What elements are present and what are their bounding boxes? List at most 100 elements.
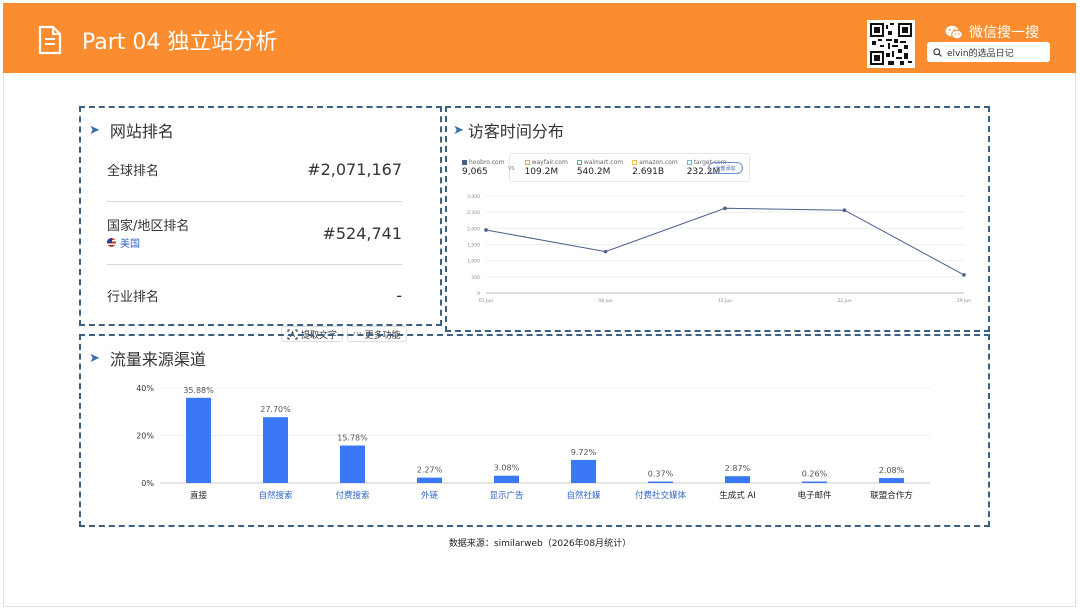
country-link[interactable]: 美国 xyxy=(107,235,140,250)
x-tick-label: 08 Jun xyxy=(598,298,612,304)
visits-title: 访客时间分布 xyxy=(467,122,564,141)
bar xyxy=(263,417,288,483)
search-input[interactable]: elvin的选品日记 xyxy=(927,42,1050,62)
data-point xyxy=(484,228,488,232)
x-tick-label: 15 Jun xyxy=(718,298,732,304)
chevron-right-icon: ➤ xyxy=(89,122,100,138)
bar-value-label: 0.26% xyxy=(802,470,828,479)
bar xyxy=(186,397,211,483)
traffic-panel: ➤ 流量来源渠道 xyxy=(79,334,990,527)
legend-swatch xyxy=(686,160,692,165)
legend-item[interactable]: amazon.com 2.691B xyxy=(632,159,678,177)
bar-value-label: 27.70% xyxy=(260,405,291,414)
category-label: 付费搜索 xyxy=(335,490,369,501)
header-bar: Part 04 独立站分析 微信搜一搜 xyxy=(3,3,1076,73)
y-tick-label: 20% xyxy=(136,432,154,441)
y-tick-label: 1,500 xyxy=(467,243,480,249)
bar xyxy=(417,477,442,483)
category-label: 自然社媒 xyxy=(566,490,601,501)
ranking-panel: ➤ 网站排名 全球排名 #2,071,167 国家/地区排名 #524,741 … xyxy=(79,106,442,326)
traffic-panel-title: ➤ 流量来源渠道 xyxy=(89,346,206,370)
traffic-title: 流量来源渠道 xyxy=(109,350,206,369)
data-point xyxy=(842,208,847,213)
global-rank-value: #2,071,167 xyxy=(307,160,402,179)
x-tick-label: 01 Jun xyxy=(479,298,493,304)
ranking-panel-title: ➤ 网站排名 xyxy=(89,118,174,142)
legend-value: 232.2M xyxy=(686,167,721,177)
legend-item[interactable]: wayfair.com 109.2M xyxy=(524,159,568,177)
country-name: 美国 xyxy=(120,239,140,250)
legend-name: hoobro.com xyxy=(469,159,505,166)
search-icon xyxy=(933,47,942,57)
legend-value: 9,065 xyxy=(462,167,488,177)
category-label: 联盟合作方 xyxy=(870,490,913,501)
bar xyxy=(879,478,904,483)
data-point xyxy=(962,273,966,277)
y-tick-label: 2,500 xyxy=(467,210,480,216)
wechat-search-label: 微信搜一搜 xyxy=(945,22,1039,42)
category-label: 付费社交媒体 xyxy=(635,490,687,501)
data-point xyxy=(723,206,727,211)
legend-swatch xyxy=(462,160,467,165)
visits-panel: ➤ 访客时间分布 xyxy=(445,106,990,332)
legend-swatch xyxy=(576,160,582,165)
add-all-button[interactable]: 全部添加 xyxy=(708,162,743,174)
bar-value-label: 15.78% xyxy=(337,434,368,443)
y-tick-label: 40% xyxy=(136,384,154,393)
bar-value-label: 2.27% xyxy=(417,466,443,475)
y-tick-label: 500 xyxy=(471,275,480,281)
x-tick-label: 22 Jun xyxy=(837,298,851,304)
global-rank-label: 全球排名 xyxy=(107,164,160,179)
wechat-search-text: 微信搜一搜 xyxy=(969,25,1039,41)
divider xyxy=(107,264,402,265)
bar xyxy=(725,476,750,483)
bar-value-label: 3.08% xyxy=(494,464,520,473)
y-tick-label: 2,000 xyxy=(467,226,480,232)
y-tick-label: 3,000 xyxy=(467,194,480,200)
chevron-right-icon: ➤ xyxy=(453,122,464,138)
legend-swatch xyxy=(632,160,638,165)
industry-rank-row: 行业排名 - xyxy=(107,286,402,305)
category-label: 外链 xyxy=(421,490,439,501)
page-title: Part 04 独立站分析 xyxy=(82,30,278,55)
vs-label: VS xyxy=(508,166,515,172)
industry-rank-value: - xyxy=(396,286,402,305)
legend-item[interactable]: walmart.com 540.2M xyxy=(576,159,624,177)
ranking-title: 网站排名 xyxy=(109,122,174,141)
y-tick-label: 0% xyxy=(141,479,154,488)
legend-value: 109.2M xyxy=(524,167,559,177)
series-line xyxy=(485,207,965,276)
data-point xyxy=(603,249,608,254)
bar-value-label: 35.88% xyxy=(183,386,214,395)
compare-legend-box xyxy=(509,153,750,182)
country-rank-row: 国家/地区排名 #524,741 xyxy=(107,215,402,243)
bar xyxy=(648,481,673,483)
category-label: 自然搜索 xyxy=(258,490,292,501)
traffic-bar-chart: 0% 20% 40% 35.88% 直接 27.70% 自然搜索 15.78% 付费搜索 2.27… xyxy=(136,384,930,501)
global-rank-row: 全球排名 #2,071,167 xyxy=(107,160,402,179)
x-tick-label: 29 Jun xyxy=(957,298,971,304)
y-tick-label: 1,000 xyxy=(467,259,480,265)
visits-line-chart: 0 500 1,000 1,500 2,000 2,500 3,000 01 Jun 08 Ju… xyxy=(467,194,971,304)
chevron-right-icon: ➤ xyxy=(89,350,100,366)
legend-item[interactable]: hoobro.com 9,065 xyxy=(462,159,505,177)
document-icon xyxy=(38,25,62,55)
wechat-icon xyxy=(945,25,963,39)
legend-name: walmart.com xyxy=(583,159,624,166)
legend-value: 540.2M xyxy=(576,167,611,177)
bar xyxy=(340,445,365,483)
legend-swatch xyxy=(524,160,530,165)
legend-value: 2.691B xyxy=(632,167,665,177)
category-label: 显示广告 xyxy=(489,490,523,501)
divider xyxy=(107,201,402,202)
legend-name: amazon.com xyxy=(639,159,678,166)
qr-code-icon xyxy=(870,23,912,65)
bar-value-label: 2.87% xyxy=(725,464,751,473)
bar xyxy=(571,459,596,483)
category-label: 直接 xyxy=(190,490,208,501)
qr-code[interactable] xyxy=(867,20,915,68)
search-value: elvin的选品日记 xyxy=(947,48,1014,59)
country-rank-label: 国家/地区排名 xyxy=(107,219,190,234)
slide-frame xyxy=(3,3,1076,607)
category-label: 生成式 AI xyxy=(719,490,756,501)
